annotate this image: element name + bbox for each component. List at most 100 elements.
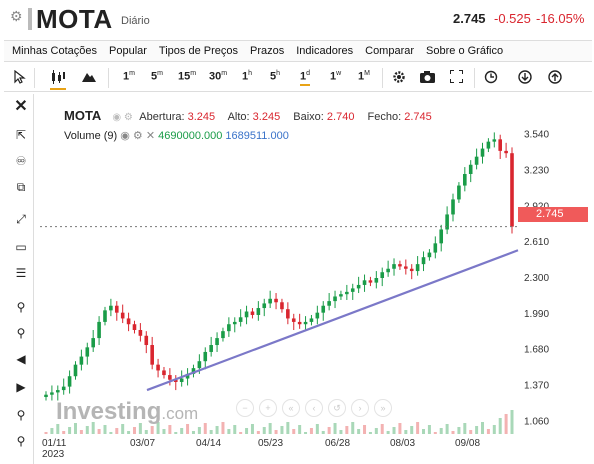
line-tool-icon[interactable]: ⤢ <box>16 212 26 226</box>
mountain-icon[interactable] <box>82 70 96 85</box>
reset-control-icon[interactable]: ↺ <box>328 399 346 417</box>
menu-about-chart[interactable]: Sobre o Gráfico <box>426 45 504 57</box>
close-icon[interactable]: ✕ <box>14 98 28 115</box>
candle-body <box>138 330 143 336</box>
zoom-in-control-icon[interactable]: + <box>259 399 277 417</box>
volume-bar <box>150 426 154 434</box>
eye-icon[interactable]: ◉ ⚙ <box>112 112 133 123</box>
interval-1h[interactable]: 1h <box>242 70 253 83</box>
volume-bar <box>469 430 473 434</box>
volume-bar <box>168 425 172 434</box>
volume-bar <box>73 423 77 434</box>
candle-body <box>232 321 237 325</box>
legend-close: 2.745 <box>404 111 432 123</box>
volume-bar <box>363 425 367 434</box>
candle-body <box>286 309 290 319</box>
volume-settings-icon[interactable]: ◉ ⚙ ✕ <box>120 130 156 142</box>
volume-bar <box>333 423 337 434</box>
candle-body <box>280 302 284 310</box>
rewind-control-icon[interactable]: « <box>282 399 300 417</box>
upload-icon[interactable] <box>548 70 562 87</box>
x-tick-label: 09/08 <box>455 438 480 449</box>
volume-bar <box>233 425 237 434</box>
fib-tool-icon[interactable]: ☰ <box>15 266 27 280</box>
history-icon[interactable] <box>484 70 498 87</box>
zoom-out-icon[interactable]: ⚲ <box>16 326 26 340</box>
volume-bar <box>445 424 449 434</box>
interval-5h[interactable]: 5h <box>270 70 281 83</box>
volume-bar <box>327 427 331 434</box>
menu-compare[interactable]: Comparar <box>365 45 415 57</box>
menu-price-types[interactable]: Tipos de Preços <box>158 45 238 57</box>
candle-body <box>380 272 385 278</box>
menu-my-quotes[interactable]: Minhas Cotações <box>12 45 97 57</box>
price-chart[interactable]: 3.540 3.230 2.920 2.610 2.300 1.990 1.680 1.370… <box>40 94 594 464</box>
fastforward-control-icon[interactable]: » <box>374 399 392 417</box>
scroll-left-icon[interactable]: ◀ <box>16 352 26 366</box>
download-icon[interactable] <box>518 70 532 87</box>
crosshair-icon[interactable]: ♾ <box>15 154 27 168</box>
candle-body <box>339 294 343 297</box>
menu-popular[interactable]: Popular <box>109 45 147 57</box>
volume-bar <box>85 426 89 434</box>
candle-body <box>55 390 60 393</box>
chart-canvas[interactable]: 3.540 3.230 2.920 2.610 2.300 1.990 1.680 1.370… <box>40 94 594 464</box>
candle-body <box>291 318 296 322</box>
clone-icon[interactable]: ⧉ <box>16 180 26 194</box>
y-tick-label: 2.610 <box>524 237 549 248</box>
candle-body <box>185 373 190 379</box>
candle-body <box>480 148 485 157</box>
volume-bar <box>250 424 254 434</box>
candle-body <box>168 375 172 380</box>
back-control-icon[interactable]: ‹ <box>305 399 323 417</box>
interval-5m[interactable]: 5m <box>151 70 163 83</box>
cursor-icon[interactable] <box>14 69 26 87</box>
candle-body <box>374 278 379 283</box>
zoom-in-icon[interactable]: ⚲ <box>16 300 26 314</box>
interval-1w[interactable]: 1w <box>330 70 342 83</box>
menu-timeframes[interactable]: Prazos <box>250 45 285 57</box>
volume-bar <box>91 422 95 434</box>
candle-body <box>73 364 78 377</box>
menu-indicators[interactable]: Indicadores <box>296 45 354 57</box>
crosshair-magnet-icon[interactable]: ⚲ <box>16 434 26 448</box>
interval-15m[interactable]: 15m <box>178 70 197 83</box>
volume-bar <box>268 423 272 434</box>
volume-bar <box>410 426 414 434</box>
candle-body <box>132 324 137 330</box>
interval-1d[interactable]: 1d <box>300 70 311 86</box>
volume-bar <box>463 423 467 434</box>
volume-bar <box>274 430 278 434</box>
candle-body <box>457 185 461 200</box>
zoom-out-control-icon[interactable]: − <box>236 399 254 417</box>
volume-bar <box>427 425 431 434</box>
camera-icon[interactable] <box>420 70 435 86</box>
pin-icon[interactable]: ⚙ <box>10 8 23 24</box>
gear-icon[interactable] <box>392 70 406 87</box>
x-tick-label: 06/28 <box>325 438 350 449</box>
candle-body <box>191 368 196 374</box>
volume-bar <box>492 425 496 434</box>
volume-bar <box>186 424 190 434</box>
quote-header: ⚙ MOTA Diário 2.745 -0.525 -16.05% <box>0 0 594 38</box>
rectangle-tool-icon[interactable]: ▭ <box>15 240 27 254</box>
candle-body <box>85 347 90 357</box>
volume-bar <box>138 423 142 434</box>
candlestick-icon[interactable] <box>50 70 66 90</box>
volume-bar <box>280 426 284 434</box>
fullscreen-icon[interactable] <box>449 69 464 86</box>
volume-bar <box>262 427 266 434</box>
cursor-cross-icon[interactable]: ⇱ <box>15 128 27 142</box>
interval-1M[interactable]: 1M <box>358 70 370 83</box>
interval-1m[interactable]: 1m <box>123 70 135 83</box>
candle-body <box>468 164 473 174</box>
symbol-title: MOTA <box>28 4 113 34</box>
scroll-right-icon[interactable]: ▶ <box>16 380 26 394</box>
volume-bar <box>309 428 313 434</box>
candle-body <box>368 280 373 283</box>
candle-body <box>179 378 184 382</box>
volume-bar <box>457 427 461 434</box>
forward-control-icon[interactable]: › <box>351 399 369 417</box>
magnet-icon[interactable]: ⚲ <box>16 408 26 422</box>
interval-30m[interactable]: 30m <box>209 70 228 83</box>
